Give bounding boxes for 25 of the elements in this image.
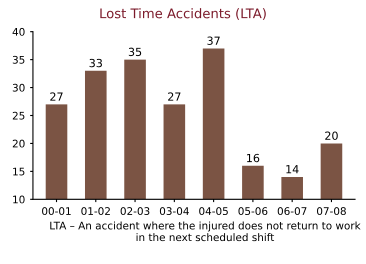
y-tick-label: 30: [12, 84, 25, 92]
y-tick-label: 35: [12, 56, 24, 64]
data-label: 27: [50, 92, 63, 101]
text: LTA – An accident where the injured does not return to work in the next scheduled shift: [50, 221, 361, 242]
y-tick-label: 10: [13, 196, 25, 204]
x-tick-label: 06-07: [278, 207, 306, 216]
y-tick-label: 40: [12, 28, 25, 36]
chart-title: Lost Time Accidents (LTA): [100, 8, 266, 20]
data-label: 27: [168, 92, 180, 101]
x-tick-label: 04-05: [199, 207, 228, 216]
data-label: 33: [90, 58, 102, 68]
x-tick-label: 07-08: [317, 207, 346, 216]
x-tick-label: 00-01: [42, 207, 71, 216]
data-label: 37: [207, 36, 220, 45]
y-tick-label: 25: [12, 112, 24, 120]
data-label: 16: [247, 154, 260, 162]
data-label: 14: [286, 165, 299, 174]
x-tick-label: 05-06: [238, 207, 268, 216]
y-tick-label: 15: [13, 168, 24, 176]
x-tick-label: 03-04: [160, 207, 189, 216]
data-label: 35: [128, 48, 142, 56]
x-tick-label: 01-02: [81, 207, 110, 216]
data-label: 20: [325, 131, 338, 140]
y-tick-label: 20: [12, 140, 25, 148]
x-tick-label: 02-03: [120, 207, 150, 216]
